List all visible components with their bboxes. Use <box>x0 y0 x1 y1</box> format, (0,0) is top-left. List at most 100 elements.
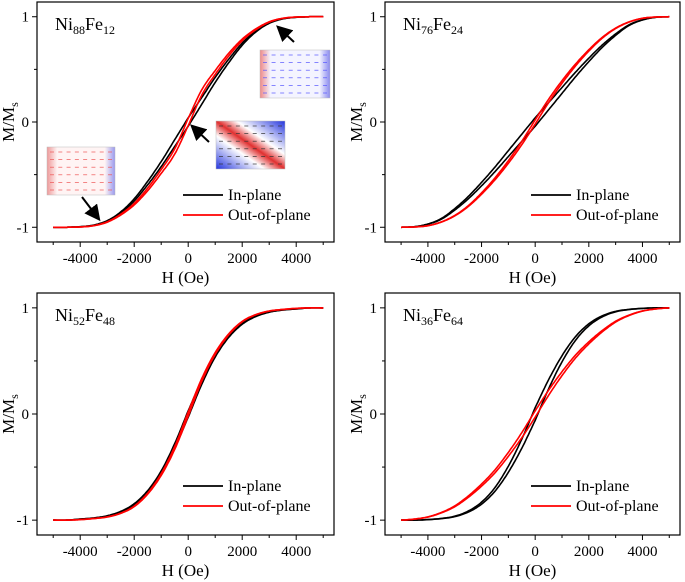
x-tick-label: -4000 <box>410 251 445 267</box>
series-in-plane-ascending-branch <box>401 15 670 229</box>
x-tick-label: 4000 <box>281 544 311 560</box>
title-element: Ni <box>403 305 421 325</box>
x-tick-label: -4000 <box>63 544 98 560</box>
x-tick-label: 2000 <box>574 544 604 560</box>
y-axis-label: M/Ms <box>347 102 369 142</box>
y-axis-label: M/Ms <box>0 394 21 434</box>
title-subscript: 52 <box>73 314 85 328</box>
y-tick-label: -1 <box>365 220 378 236</box>
x-tick-label: 2000 <box>574 251 604 267</box>
domain-inset-1 <box>259 25 331 99</box>
panel-2: -4000 -2000 0 2000 4000 -1 0 1 H (Oe) M/Ms Ni76Fe2… <box>347 1 681 287</box>
x-tick-label: 0 <box>531 544 539 560</box>
x-axis-label: H (Oe) <box>509 561 557 580</box>
panel-1: -4000 -2000 0 2000 4000 -1 0 1 H (Oe) M/Ms Ni88Fe1… <box>0 1 335 287</box>
x-tick-label: 2000 <box>227 251 257 267</box>
pointer-arrow <box>190 124 210 143</box>
title-element: Fe <box>433 305 451 325</box>
x-tick-label: -2000 <box>464 544 499 560</box>
plot-area <box>401 15 670 229</box>
title-subscript: 36 <box>421 314 433 328</box>
y-tick-label: 1 <box>370 301 378 317</box>
plot-frame <box>36 1 335 243</box>
x-tick-label: -2000 <box>464 251 499 267</box>
series-out-of-plane-ascending-branch <box>401 307 670 521</box>
x-axis-label: H (Oe) <box>509 268 557 287</box>
title-subscript: 48 <box>103 314 115 328</box>
y-tick-label: 0 <box>370 115 378 131</box>
title-subscript: 88 <box>73 23 85 37</box>
plot-area <box>401 307 670 521</box>
x-tick-label: 0 <box>531 251 539 267</box>
legend-label: In-plane <box>228 478 281 495</box>
x-axis-label: H (Oe) <box>162 268 210 287</box>
y-axis-label-sub: s <box>7 394 21 399</box>
y-tick-label: 0 <box>370 407 378 423</box>
domain-image <box>259 49 331 99</box>
y-axis-label-main: M/M <box>0 107 18 142</box>
x-tick-label: 4000 <box>627 251 657 267</box>
x-tick-label: 0 <box>184 544 192 560</box>
title-subscript: 76 <box>421 23 433 37</box>
domain-inset-3 <box>46 146 116 222</box>
x-tick-label: -4000 <box>63 251 98 267</box>
y-axis-label: M/Ms <box>347 394 369 434</box>
title-element: Ni <box>403 14 421 34</box>
y-tick-label: 0 <box>22 407 30 423</box>
series-out-of-plane-ascending-branch <box>53 15 324 229</box>
legend-label: Out-of-plane <box>228 207 311 224</box>
x-tick-label: -2000 <box>117 251 152 267</box>
y-tick-label: 1 <box>22 301 30 317</box>
y-axis-label-main: M/M <box>0 399 18 434</box>
y-axis-label-main: M/M <box>347 107 366 142</box>
title-element: Fe <box>85 305 103 325</box>
panel-title: Ni36Fe64 <box>403 305 463 328</box>
legend-label: Out-of-plane <box>576 207 659 224</box>
title-element: Fe <box>433 14 451 34</box>
y-axis-label-sub: s <box>355 394 369 399</box>
y-tick-label: 1 <box>22 10 30 26</box>
plot-frame <box>384 292 681 536</box>
pointer-arrow <box>81 196 101 222</box>
title-subscript: 12 <box>103 23 115 37</box>
y-axis-label-sub: s <box>355 102 369 107</box>
legend-label: In-plane <box>576 478 629 495</box>
x-tick-label: 4000 <box>627 544 657 560</box>
y-tick-label: -1 <box>365 513 378 529</box>
y-tick-label: -1 <box>17 220 30 236</box>
y-axis-label-main: M/M <box>347 399 366 434</box>
panel-3: -4000 -2000 0 2000 4000 -1 0 1 H (Oe) M/Ms Ni52Fe4… <box>0 292 335 580</box>
domain-image <box>215 120 286 170</box>
plot-frame <box>384 1 681 243</box>
legend-label: In-plane <box>576 187 629 204</box>
title-element: Ni <box>55 14 73 34</box>
series-in-plane-ascending-branch <box>401 307 670 521</box>
title-element: Fe <box>85 14 103 34</box>
title-subscript: 64 <box>451 314 463 328</box>
y-axis-label-sub: s <box>7 102 21 107</box>
legend-label: In-plane <box>228 187 281 204</box>
y-tick-label: 1 <box>370 10 378 26</box>
panel-4: -4000 -2000 0 2000 4000 -1 0 1 H (Oe) M/Ms Ni36Fe6… <box>347 292 681 580</box>
title-element: Ni <box>55 305 73 325</box>
legend-label: Out-of-plane <box>576 498 659 515</box>
x-tick-label: 0 <box>184 251 192 267</box>
plot-area <box>53 307 324 521</box>
y-tick-label: -1 <box>17 513 30 529</box>
panel-title: Ni52Fe48 <box>55 305 115 328</box>
domain-inset-2 <box>190 120 286 170</box>
x-tick-label: 2000 <box>227 544 257 560</box>
x-axis-label: H (Oe) <box>162 561 210 580</box>
x-tick-label: -4000 <box>410 544 445 560</box>
x-tick-label: 4000 <box>281 251 311 267</box>
y-tick-label: 0 <box>22 115 30 131</box>
panel-title: Ni76Fe24 <box>403 14 463 37</box>
series-out-of-plane-ascending-branch <box>53 307 324 521</box>
domain-image <box>46 146 116 196</box>
y-axis-label: M/Ms <box>0 102 21 142</box>
plot-frame <box>36 292 335 536</box>
pointer-arrow <box>276 25 295 43</box>
x-tick-label: -2000 <box>117 544 152 560</box>
series-out-of-plane-ascending-branch <box>401 15 670 229</box>
